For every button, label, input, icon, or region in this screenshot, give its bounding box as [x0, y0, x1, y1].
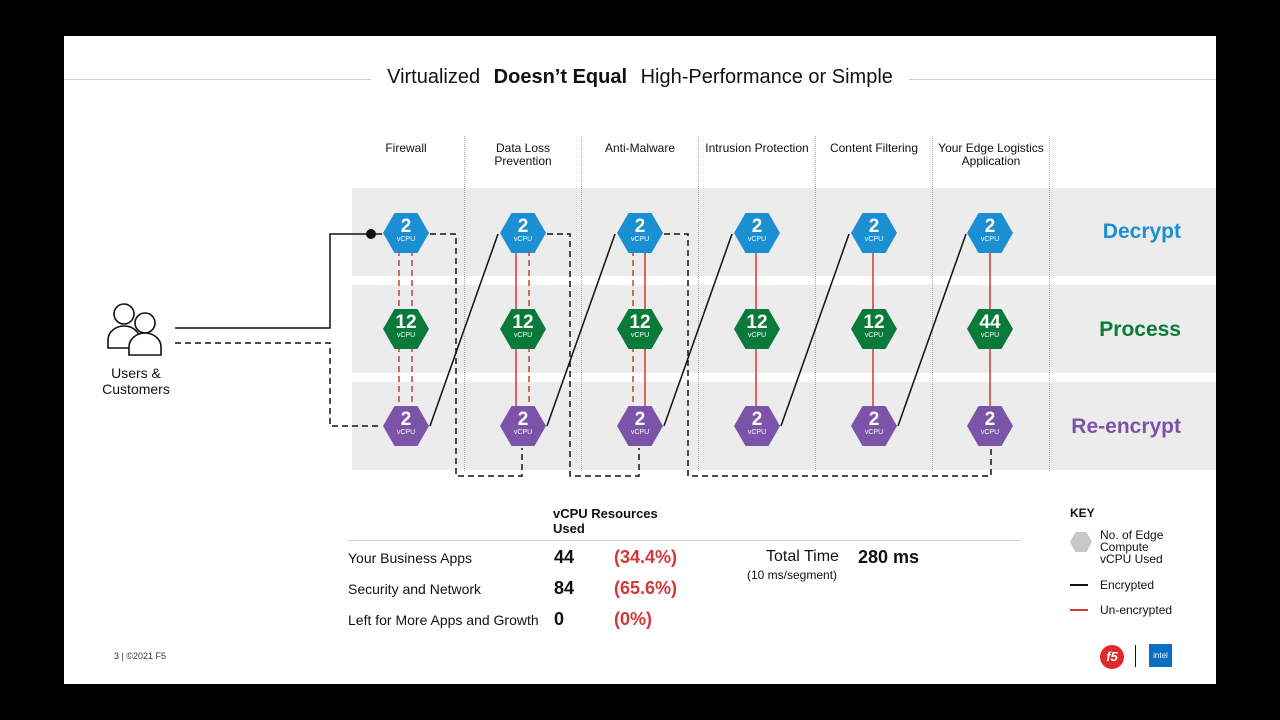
resource-value: 0	[554, 609, 565, 629]
decrypt-band	[352, 188, 1216, 276]
process-node: 12 vCPU	[734, 309, 780, 349]
column-separator	[932, 136, 933, 471]
resource-label: Left for More Apps and Growth	[348, 612, 539, 628]
decrypt-node: 2 vCPU	[851, 213, 897, 253]
resource-label: Your Business Apps	[348, 550, 473, 566]
footer-text: 3 | ©2021 F5	[114, 651, 167, 661]
return-path-line	[547, 233, 640, 477]
resources-rule	[348, 540, 1021, 541]
resource-value: 44	[554, 547, 575, 567]
process-node: 44 vCPU	[967, 309, 1013, 349]
users-label: Users & Customers	[102, 365, 170, 397]
total-time-value: 280 ms	[858, 547, 920, 567]
return-path-line	[430, 233, 523, 477]
flow-lines	[107, 229, 992, 477]
column-header-firewall: Firewall	[385, 141, 427, 155]
resources-header: vCPU Resources Used	[553, 506, 658, 536]
encrypted-link	[429, 233, 499, 427]
key-unencrypted-line	[1070, 609, 1088, 611]
resource-percent: (34.4%)	[614, 547, 678, 567]
key-hex-label: No. of Edge Compute vCPU Used	[1100, 528, 1164, 566]
total-time-label: Total Time	[766, 548, 839, 565]
reencrypt-node: 2 vCPU	[617, 406, 663, 446]
return-path-line	[175, 342, 382, 427]
encrypted-link	[546, 233, 616, 427]
row-label-process: Process	[1099, 318, 1181, 341]
column-header-edge-logistics: Your Edge Logistics Application	[938, 141, 1044, 168]
encrypted-link	[663, 233, 733, 427]
reencrypt-node: 2 vCPU	[967, 406, 1013, 446]
encrypted-input-line	[175, 233, 382, 329]
total-time-note: (10 ms/segment)	[747, 568, 838, 582]
column-header-data-loss-prevention: Data Loss Prevention	[494, 141, 552, 168]
decrypt-node: 2 vCPU	[967, 213, 1013, 253]
key-unencrypted-label: Un-encrypted	[1100, 603, 1173, 617]
junction-dot	[366, 229, 376, 239]
column-separator	[815, 136, 816, 471]
intel-logo: intel	[1149, 644, 1172, 667]
resource-percent: (65.6%)	[614, 578, 678, 598]
resource-value: 84	[554, 578, 575, 598]
column-separator	[464, 136, 465, 471]
resource-label: Security and Network	[348, 581, 482, 597]
logo-divider	[1135, 645, 1136, 667]
process-node: 12 vCPU	[617, 309, 663, 349]
reencrypt-band	[352, 382, 1216, 470]
column-separator	[581, 136, 582, 471]
key-title: KEY	[1070, 506, 1095, 520]
resource-percent: (0%)	[614, 609, 653, 629]
column-separator	[1049, 136, 1050, 471]
slide-title: Virtualized Doesn’t Equal High-Performan…	[64, 66, 1216, 89]
slide: Virtualized Doesn’t Equal High-Performan…	[64, 36, 1216, 684]
key-hex-icon	[1070, 532, 1092, 552]
column-header-content-filtering: Content Filtering	[829, 141, 919, 155]
process-band	[352, 285, 1216, 373]
reencrypt-node: 2 vCPU	[851, 406, 897, 446]
row-label-reencrypt: Re-encrypt	[1071, 415, 1181, 438]
column-header-intrusion-protection: Intrusion Protection	[705, 141, 809, 155]
decrypt-node: 2 vCPU	[734, 213, 780, 253]
users-icon	[107, 303, 162, 356]
encrypted-link	[780, 233, 850, 427]
column-header-anti-malware: Anti-Malware	[604, 141, 676, 155]
key-encrypted-line	[1070, 584, 1088, 586]
reencrypt-node: 2 vCPU	[734, 406, 780, 446]
row-label-decrypt: Decrypt	[1102, 220, 1181, 243]
decrypt-node: 2 vCPU	[617, 213, 663, 253]
return-path-line	[664, 233, 992, 477]
key-encrypted-label: Encrypted	[1100, 578, 1155, 592]
encrypted-link	[897, 233, 967, 427]
column-separator	[698, 136, 699, 471]
f5-logo: f5	[1100, 645, 1124, 669]
process-node: 12 vCPU	[851, 309, 897, 349]
